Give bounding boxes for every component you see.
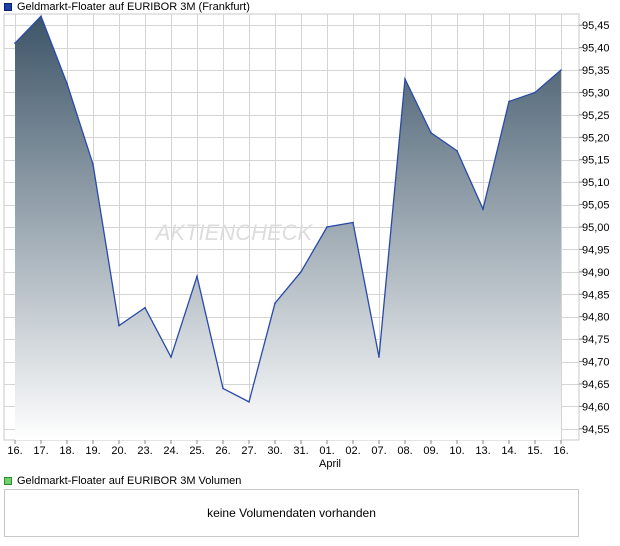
y-tick-label: 94,95	[582, 244, 610, 256]
x-tick-label: 25.	[189, 445, 204, 457]
y-tick-label: 94,90	[582, 267, 610, 279]
y-tick-label: 95,40	[582, 43, 610, 55]
volume-empty-message: keine Volumendaten vorhanden	[207, 506, 376, 520]
x-tick-label: 27.	[241, 445, 256, 457]
data-point	[196, 275, 198, 278]
y-tick-label: 94,80	[582, 312, 610, 324]
data-point	[352, 221, 354, 224]
data-point	[560, 69, 562, 71]
x-tick-label: 19.	[85, 445, 100, 457]
y-tick-label: 95,10	[582, 177, 610, 189]
data-point	[508, 100, 510, 103]
data-point	[40, 15, 42, 18]
x-tick-label: 20.	[111, 445, 126, 457]
y-tick-label: 95,05	[582, 200, 610, 212]
data-point	[274, 302, 276, 305]
data-point	[118, 324, 120, 327]
y-tick-label: 94,70	[582, 357, 610, 369]
x-tick-label: 24.	[163, 445, 178, 457]
price-legend-swatch	[4, 3, 12, 11]
x-tick-label: 18.	[59, 445, 74, 457]
data-point	[248, 401, 250, 403]
volume-panel: keine Volumendaten vorhanden	[4, 489, 579, 537]
x-axis-month-label: April	[319, 458, 341, 470]
data-point	[92, 163, 94, 166]
y-tick-label: 94,65	[582, 379, 610, 391]
data-point	[326, 226, 328, 228]
y-tick-label: 94,55	[582, 424, 610, 436]
data-point	[144, 306, 146, 309]
data-point	[222, 387, 224, 390]
x-tick-label: 30.	[267, 445, 282, 457]
x-tick-label: 09.	[423, 445, 438, 457]
x-tick-label: 08.	[397, 445, 412, 457]
y-tick-label: 94,75	[582, 334, 610, 346]
y-tick-label: 94,85	[582, 289, 610, 301]
x-tick-label: 16.	[553, 445, 568, 457]
watermark-text: AKTIENCHECK	[154, 220, 314, 245]
y-tick-label: 95,00	[582, 222, 610, 234]
x-tick-label: 23.	[137, 445, 152, 457]
data-point	[300, 271, 302, 273]
x-tick-label: 26.	[215, 445, 230, 457]
series-line	[14, 15, 562, 403]
y-tick-label: 95,25	[582, 110, 610, 122]
data-point	[378, 356, 380, 358]
data-point	[170, 356, 172, 358]
data-point	[482, 208, 484, 210]
data-point	[534, 91, 536, 94]
x-tick-label: 17.	[33, 445, 48, 457]
x-tick-label: 31.	[293, 445, 308, 457]
volume-legend-label: Geldmarkt-Floater auf EURIBOR 3M Volumen	[17, 475, 242, 487]
data-point	[14, 42, 16, 44]
y-tick-label: 95,15	[582, 155, 610, 167]
series-area	[15, 16, 561, 441]
x-tick-label: 13.	[475, 445, 490, 457]
data-point	[456, 149, 458, 152]
x-tick-label: 07.	[371, 445, 386, 457]
volume-legend-swatch	[4, 477, 12, 485]
price-legend: Geldmarkt-Floater auf EURIBOR 3M (Frankf…	[4, 0, 250, 14]
y-tick-label: 95,20	[582, 132, 610, 144]
volume-legend: Geldmarkt-Floater auf EURIBOR 3M Volumen	[4, 474, 241, 488]
x-tick-label: 02.	[345, 445, 360, 457]
y-tick-label: 95,30	[582, 87, 610, 99]
y-tick-label: 95,35	[582, 65, 610, 77]
x-tick-label: 15.	[527, 445, 542, 457]
price-legend-label: Geldmarkt-Floater auf EURIBOR 3M (Frankf…	[17, 1, 250, 13]
x-tick-label: 16.	[7, 445, 22, 457]
y-tick-label: 95,45	[582, 20, 610, 32]
price-chart: AKTIENCHECK 94,55 94,60 94,65 94,70 94,75 94,…	[3, 13, 610, 470]
y-tick-label: 94,60	[582, 401, 610, 413]
data-point	[404, 78, 406, 80]
x-tick-label: 14.	[501, 445, 516, 457]
x-tick-label: 01.	[319, 445, 334, 457]
data-point	[66, 82, 68, 85]
data-point	[430, 132, 432, 134]
x-tick-label: 10.	[449, 445, 464, 457]
